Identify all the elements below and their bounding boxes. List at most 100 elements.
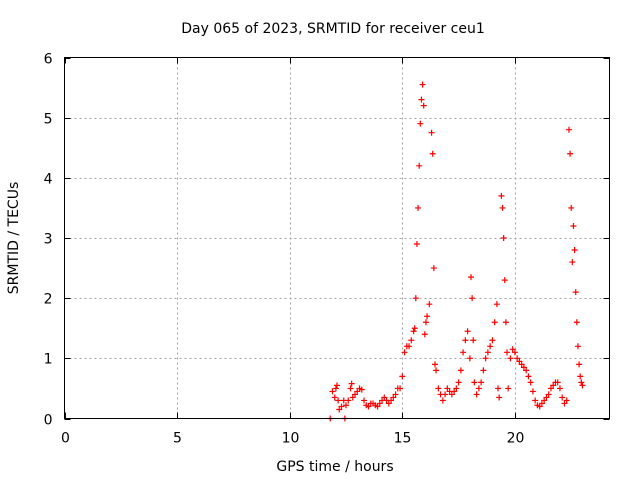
data-point [569, 259, 576, 266]
data-point [354, 388, 361, 395]
x-axis-label: GPS time / hours [276, 459, 393, 475]
data-point [509, 346, 516, 353]
data-point [343, 402, 350, 409]
data-point [577, 373, 584, 380]
data-point [462, 337, 469, 344]
data-point [345, 397, 352, 404]
data-point [500, 235, 507, 241]
data-point [475, 385, 482, 392]
data-point [487, 343, 494, 350]
y-tick-label: 1 [44, 352, 53, 368]
data-point [401, 349, 408, 356]
data-point [411, 325, 418, 332]
data-point [525, 373, 532, 380]
data-point [563, 397, 570, 404]
data-point [417, 120, 424, 127]
data-point [543, 394, 550, 401]
data-point [570, 222, 577, 229]
data-point [338, 403, 345, 410]
data-point [460, 349, 467, 356]
data-point [352, 391, 359, 398]
data-point [561, 400, 568, 407]
data-point [505, 385, 512, 392]
data-point [329, 388, 336, 395]
data-point [550, 382, 557, 389]
data-point [527, 379, 534, 386]
data-point [516, 358, 523, 365]
data-point [502, 319, 509, 326]
data-point [385, 400, 392, 407]
data-point [565, 126, 572, 133]
data-point [457, 367, 464, 374]
grid-lines [64, 57, 610, 419]
data-point [451, 388, 458, 395]
data-point [433, 367, 440, 374]
data-point [571, 247, 578, 254]
data-point [532, 397, 539, 404]
data-point [348, 380, 355, 387]
data-point [453, 385, 460, 392]
data-point [428, 129, 435, 136]
x-tick-label: 10 [282, 431, 300, 447]
data-point [421, 331, 428, 338]
data-point [416, 162, 423, 169]
chart-title: Day 065 of 2023, SRMTID for receiver ceu… [181, 21, 485, 37]
data-point [349, 394, 356, 401]
data-point [347, 385, 354, 392]
data-point [545, 391, 552, 398]
data-point [511, 349, 518, 356]
data-point [473, 391, 480, 398]
data-point [374, 403, 381, 410]
data-point [424, 313, 431, 320]
data-point [495, 385, 502, 392]
data-point [541, 397, 548, 404]
data-point [554, 379, 561, 386]
data-point [406, 343, 413, 350]
x-tick-label: 0 [61, 431, 70, 447]
y-tick-label: 3 [44, 232, 53, 248]
data-point [480, 367, 487, 374]
data-point [381, 394, 388, 401]
data-point [498, 192, 505, 199]
data-point [429, 150, 436, 157]
data-point [388, 397, 395, 404]
x-tick-label: 15 [394, 431, 412, 447]
data-point [578, 379, 585, 386]
data-point [336, 406, 343, 413]
data-point [376, 400, 383, 407]
data-point [365, 403, 372, 410]
data-point [361, 397, 368, 404]
data-point [413, 241, 420, 248]
data-point [469, 295, 476, 302]
data-point [390, 394, 397, 401]
y-tick-label: 2 [44, 292, 53, 308]
data-point [444, 385, 451, 392]
data-point [426, 301, 433, 308]
data-point [439, 397, 446, 404]
data-point [536, 403, 543, 410]
data-point [334, 382, 340, 389]
data-point [514, 355, 521, 362]
data-point [470, 337, 477, 344]
data-point [420, 102, 427, 109]
data-point [397, 385, 404, 392]
data-point [482, 355, 489, 362]
data-point [331, 394, 338, 401]
data-point [538, 400, 545, 407]
data-point [501, 277, 508, 284]
data-point [573, 319, 580, 326]
y-axis-label: SRMTID / TECUs [6, 182, 22, 295]
y-tick-label: 4 [44, 172, 53, 188]
data-point [568, 204, 575, 211]
data-point [418, 96, 425, 103]
data-point [547, 385, 554, 392]
data-point [392, 391, 399, 398]
data-point [493, 301, 500, 308]
y-tick-label: 0 [44, 413, 53, 429]
data-point [556, 385, 563, 392]
data-point [507, 355, 514, 362]
data-point [559, 394, 566, 401]
data-point [435, 385, 442, 392]
data-point [489, 337, 496, 344]
